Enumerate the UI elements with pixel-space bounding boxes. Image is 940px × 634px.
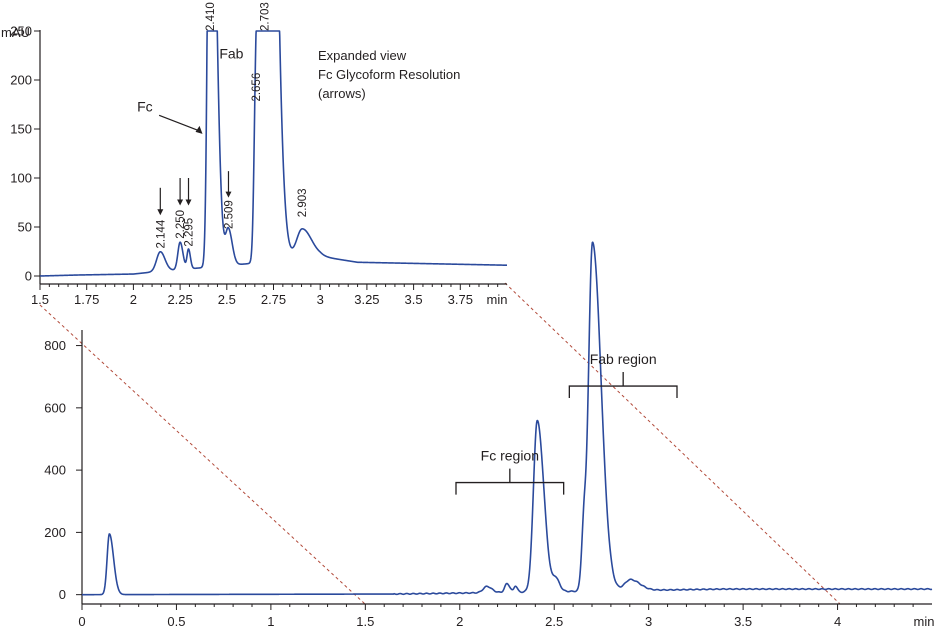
inset-x-tick-label: 2.5 <box>218 292 236 307</box>
region-bracket: Fab region <box>568 351 678 399</box>
inset-y-tick-label: 0 <box>25 269 32 284</box>
main-x-tick-label: 0 <box>78 614 85 629</box>
main-x-tick-label: 2 <box>456 614 463 629</box>
glycoform-arrow <box>185 178 192 206</box>
fc-annotation: Fc <box>137 98 153 114</box>
main-region-brackets: Fc region Fab region <box>455 351 678 495</box>
inset-x-tick-label: 2.25 <box>167 292 192 307</box>
inset-x-tick-label: 2.75 <box>261 292 286 307</box>
fc-pointer-arrow <box>158 114 203 134</box>
inset-note: Expanded view Fc Glycoform Resolution (a… <box>318 48 460 101</box>
peak-label: 2.509 <box>223 200 235 229</box>
zoom-guide-lines <box>39 282 841 605</box>
inset-y-tick-label: 150 <box>10 122 32 137</box>
zoom-guide-left <box>39 304 366 605</box>
main-x-tick-label: 3.5 <box>734 614 752 629</box>
fab-annotation: Fab <box>219 45 243 61</box>
zoom-guide-right <box>504 282 841 605</box>
peak-label: 2.703 <box>260 2 272 31</box>
main-x-tick-label: 3 <box>645 614 652 629</box>
main-chart: 0 200 400 600 800 min 0 0.5 1 1.5 2 2.5 3 3.5 4 Fc r… <box>44 241 935 629</box>
main-y-tick-label: 0 <box>59 587 66 602</box>
main-x-tick-label: 4 <box>834 614 841 629</box>
inset-x-tick-label: 3.75 <box>448 292 473 307</box>
region-label: Fab region <box>590 351 657 367</box>
main-x-axis: min 0 0.5 1 1.5 2 2.5 3 3.5 4 <box>78 603 935 629</box>
inset-y-tick-label: 100 <box>10 171 32 186</box>
main-y-axis: 0 200 400 600 800 <box>44 330 83 604</box>
inset-y-axis: mAU 0 50 100 150 200 250 <box>1 24 41 284</box>
inset-series-line <box>39 30 508 277</box>
main-series-line <box>81 241 933 596</box>
inset-x-tick-label: 1.75 <box>74 292 99 307</box>
main-x-tick-label: 1 <box>267 614 274 629</box>
inset-y-label: mAU <box>1 25 30 40</box>
region-bracket: Fc region <box>455 448 565 495</box>
main-y-tick-label: 600 <box>44 400 66 415</box>
main-y-tick-label: 400 <box>44 463 66 478</box>
main-x-tick-label: 0.5 <box>167 614 185 629</box>
peak-label: 2.295 <box>184 218 196 247</box>
main-x-tick-label: 1.5 <box>356 614 374 629</box>
glycoform-arrow <box>157 187 164 216</box>
peak-label: 2.144 <box>155 219 167 248</box>
inset-note-line-3: (arrows) <box>318 86 366 101</box>
inset-annotations: Fc Fab <box>137 45 244 134</box>
peak-label: 2.903 <box>297 188 309 217</box>
peak-label: 2.410 <box>205 2 217 31</box>
main-y-tick-label: 200 <box>44 525 66 540</box>
inset-x-tick-label: 3 <box>317 292 324 307</box>
region-label: Fc region <box>481 448 539 464</box>
inset-x-unit: min <box>487 292 508 307</box>
main-x-unit: min <box>914 614 935 629</box>
glycoform-arrow <box>225 171 232 198</box>
inset-x-tick-label: 3.5 <box>405 292 423 307</box>
inset-note-line-1: Expanded view <box>318 48 407 63</box>
region-bracket-line <box>455 468 565 495</box>
inset-x-axis: min 1.5 1.75 2 2.25 2.5 2.75 3 3.25 3.5 3.75 <box>31 283 508 307</box>
main-y-tick-label: 800 <box>44 338 66 353</box>
inset-y-tick-label: 50 <box>18 220 32 235</box>
inset-chart: mAU 0 50 100 150 200 250 min 1.5 1.75 2 2.25 2.5 2… <box>1 2 508 307</box>
inset-note-line-2: Fc Glycoform Resolution <box>318 67 460 82</box>
inset-x-tick-label: 3.25 <box>354 292 379 307</box>
inset-x-tick-label: 1.5 <box>31 292 49 307</box>
main-x-tick-label: 2.5 <box>545 614 563 629</box>
peak-label: 2.656 <box>251 73 263 102</box>
glycoform-arrow <box>177 178 184 206</box>
peak-label: 2.250 <box>175 210 187 239</box>
region-bracket-line <box>568 372 678 399</box>
inset-x-tick-label: 2 <box>130 292 137 307</box>
inset-glycoform-arrows <box>157 171 232 216</box>
inset-y-tick-label: 250 <box>10 24 32 39</box>
inset-y-tick-label: 200 <box>10 73 32 88</box>
